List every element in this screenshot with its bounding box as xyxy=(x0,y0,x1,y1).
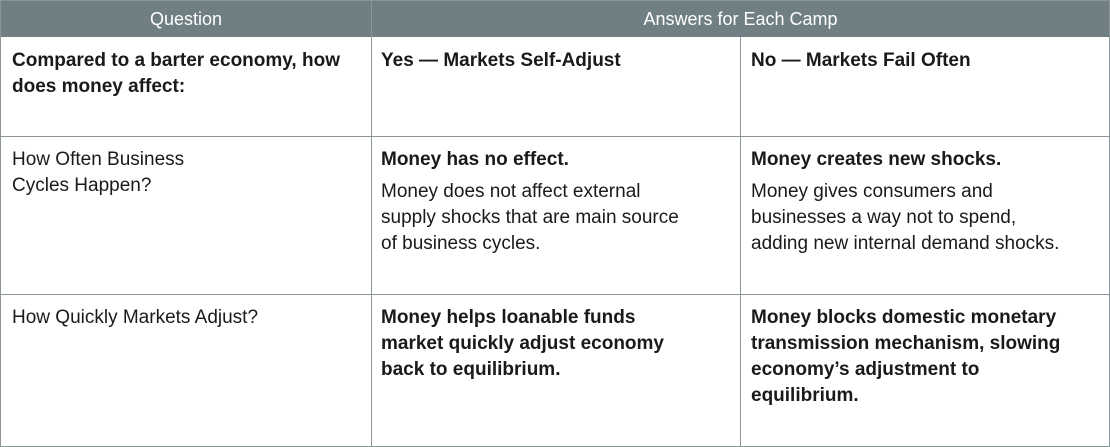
row3-question: How Quickly Markets Adjust? xyxy=(12,307,259,328)
row-divider-2 xyxy=(1,294,1109,295)
row1-no-title: No — Markets Fail Often xyxy=(751,50,971,71)
row1-question: Compared to a barter economy, how does m… xyxy=(12,50,340,97)
row3-yes-line1: Money helps loanable funds xyxy=(381,307,636,328)
row2-no-body-line1: Money gives consumers and xyxy=(751,181,993,202)
row3-no-line3: economy’s adjustment to xyxy=(751,359,980,380)
row-divider-1 xyxy=(1,136,1109,137)
row2-question-line2: Cycles Happen? xyxy=(12,175,152,196)
row3-no-line4: equilibrium. xyxy=(751,385,859,406)
row3-yes-cell: Money helps loanable funds market quickl… xyxy=(381,305,731,383)
row2-no-body-line3: adding new internal demand shocks. xyxy=(751,233,1060,254)
column-divider-2 xyxy=(740,37,741,446)
row3-yes-line3: back to equilibrium. xyxy=(381,359,561,380)
row3-yes-line2: market quickly adjust economy xyxy=(381,333,664,354)
row1-yes-title: Yes — Markets Self-Adjust xyxy=(381,50,621,71)
row2-no-title: Money creates new shocks. xyxy=(751,149,1002,170)
row2-yes-title: Money has no effect. xyxy=(381,149,569,170)
row2-no-body-line2: businesses a way not to spend, xyxy=(751,207,1017,228)
column-divider-1 xyxy=(371,1,372,446)
row3-no-line1: Money blocks domestic monetary xyxy=(751,307,1057,328)
row2-no-cell: Money creates new shocks. Money gives co… xyxy=(751,147,1106,257)
row2-yes-body-line3: of business cycles. xyxy=(381,233,541,254)
row2-yes-body-line2: supply shocks that are main source xyxy=(381,207,679,228)
row3-no-cell: Money blocks domestic monetary transmiss… xyxy=(751,305,1106,409)
header-answers: Answers for Each Camp xyxy=(372,1,1109,37)
row2-yes-body-line1: Money does not affect external xyxy=(381,181,641,202)
row2-question-line1: How Often Business xyxy=(12,149,185,170)
header-question: Question xyxy=(1,1,371,37)
row3-no-line2: transmission mechanism, slowing xyxy=(751,333,1061,354)
row2-yes-cell: Money has no effect. Money does not affe… xyxy=(381,147,731,257)
row2-question: How Often Business Cycles Happen? xyxy=(12,147,357,199)
